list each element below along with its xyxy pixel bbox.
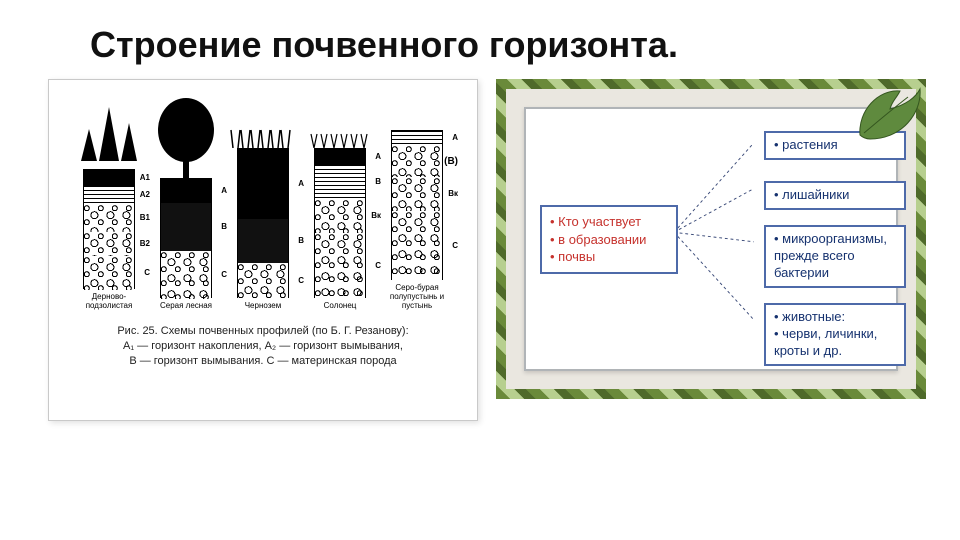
vegetation-icon <box>75 87 143 169</box>
soil-layer: А <box>161 179 211 203</box>
participants-diagram: Кто участвуетв образованиипочвы растения… <box>496 79 926 399</box>
horizon-label: В <box>298 236 304 245</box>
soil-column: А(В)ВкС <box>391 130 443 280</box>
soil-profile: А1А2В1В2С Дерново-подзолистая <box>75 87 143 311</box>
horizon-label: Вк <box>448 189 458 198</box>
center-line: Кто участвует <box>550 213 668 231</box>
soil-layer: Вк <box>315 199 365 233</box>
profile-name: Дерново-подзолистая <box>75 293 143 311</box>
soil-profiles-figure: А1А2В1В2СДерново-подзолистая АВССерая ле… <box>48 79 478 421</box>
center-line: почвы <box>550 248 668 266</box>
soil-layer: А2 <box>84 186 134 204</box>
node-line: лишайники <box>774 187 896 204</box>
soil-layer: С <box>315 233 365 299</box>
profile-name: Серая лесная <box>160 302 212 311</box>
node-line: черви, личинки, кроты и др. <box>774 326 896 360</box>
vegetation-icon <box>152 92 220 178</box>
profiles-row: А1А2В1В2СДерново-подзолистая АВССерая ле… <box>75 90 451 310</box>
horizon-label: А <box>221 186 227 195</box>
page-title: Строение почвенного горизонта. <box>0 0 960 73</box>
horizon-label: А2 <box>140 190 150 199</box>
center-line: в образовании <box>550 231 668 249</box>
horizon-label: С <box>298 276 304 285</box>
participant-node: микроорганизмы, прежде всего бактерии <box>764 225 906 288</box>
horizon-label: (В) <box>444 156 458 167</box>
soil-layer: В1 <box>84 204 134 232</box>
profile-name: Чернозем <box>245 302 282 311</box>
horizon-label: А <box>452 133 458 142</box>
horizon-label: С <box>375 261 381 270</box>
vegetation-icon <box>229 122 297 148</box>
soil-layer: В <box>238 219 288 263</box>
soil-layer: А <box>315 149 365 165</box>
soil-layer: А <box>238 149 288 219</box>
inner-card: Кто участвуетв образованиипочвы растения… <box>524 107 898 371</box>
soil-profile: А(В)ВкС Серо-бурая полупустынь и пустынь <box>383 126 451 310</box>
profile-name: Серо-бурая полупустынь и пустынь <box>383 284 451 310</box>
caption-line: В — горизонт вымывания. С — материнская … <box>117 354 408 369</box>
participant-node: лишайники <box>764 181 906 210</box>
soil-layer: А1 <box>84 170 134 186</box>
soil-layer: В2 <box>84 232 134 256</box>
soil-column: А1А2В1В2С <box>83 169 135 289</box>
soil-profile: АВС Серая лесная <box>152 92 220 311</box>
soil-profile: АВС Чернозем <box>229 122 297 311</box>
horizon-label: С <box>452 241 458 250</box>
horizon-label: С <box>221 270 227 279</box>
horizon-label: В1 <box>140 213 150 222</box>
soil-layer: (В) <box>392 145 442 177</box>
caption-line: Рис. 25. Схемы почвенных профилей (по Б.… <box>117 324 408 339</box>
content-row: А1А2В1В2СДерново-подзолистая АВССерая ле… <box>0 73 960 421</box>
soil-layer: В <box>315 165 365 199</box>
soil-layer: А <box>392 131 442 145</box>
soil-column: АВС <box>160 178 212 298</box>
profile-name: Солонец <box>324 302 357 311</box>
soil-column: АВВкС <box>314 148 366 298</box>
soil-layer: Вк <box>392 177 442 211</box>
node-line: микроорганизмы, прежде всего бактерии <box>774 231 896 282</box>
soil-layer: С <box>84 256 134 290</box>
center-question-box: Кто участвуетв образованиипочвы <box>540 205 678 274</box>
caption-line: А₁ — горизонт накопления, А₂ — горизонт … <box>117 339 408 354</box>
horizon-label: В <box>375 177 381 186</box>
soil-column: АВС <box>237 148 289 298</box>
figure-caption: Рис. 25. Схемы почвенных профилей (по Б.… <box>117 324 408 369</box>
soil-layer: С <box>392 211 442 281</box>
participant-node: животные:черви, личинки, кроты и др. <box>764 303 906 366</box>
soil-layer: С <box>238 263 288 299</box>
soil-layer: С <box>161 251 211 299</box>
vegetation-icon <box>306 126 374 148</box>
horizon-label: А <box>298 179 304 188</box>
horizon-label: С <box>144 268 150 277</box>
soil-profile: АВВкС Солонец <box>306 126 374 311</box>
soil-layer: В <box>161 203 211 251</box>
horizon-label: В <box>221 222 227 231</box>
node-line: животные: <box>774 309 896 326</box>
horizon-label: А1 <box>140 173 150 182</box>
horizon-label: А <box>375 152 381 161</box>
leaf-decoration-icon <box>850 83 922 145</box>
horizon-label: Вк <box>371 211 381 220</box>
horizon-label: В2 <box>140 239 150 248</box>
